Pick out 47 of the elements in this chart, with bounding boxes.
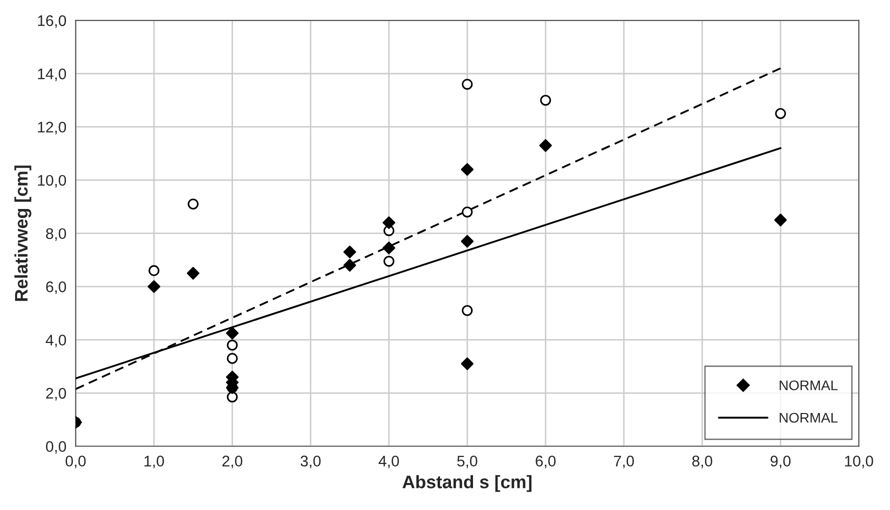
y-tick-label: 14,0 [38, 68, 66, 82]
y-tick-label: 10,0 [38, 174, 66, 188]
point [188, 198, 199, 210]
x-axis-title: Abstand s [cm] [402, 475, 532, 492]
point [460, 163, 474, 176]
point [460, 234, 474, 248]
point [148, 265, 160, 276]
point [462, 78, 473, 90]
y-tick-label: 2,0 [46, 388, 66, 401]
x-tick-label: 0,0 [66, 456, 86, 468]
point [460, 357, 474, 370]
x-tick-label: 2,0 [222, 456, 242, 468]
x-tick-label: 8,0 [692, 456, 712, 468]
point [775, 108, 786, 119]
y-tick-label: 8,0 [46, 228, 66, 241]
legend-label: NORMAL [780, 380, 838, 390]
point [382, 242, 396, 254]
point [226, 352, 238, 364]
point [226, 326, 239, 340]
point [539, 139, 552, 152]
y-tick-label: 4,0 [46, 334, 66, 348]
x-tick-label: 3,0 [300, 456, 321, 468]
y-axis-title: Relativweg [cm] [14, 166, 32, 301]
point [226, 340, 238, 351]
point [226, 392, 238, 402]
point [774, 214, 787, 226]
x-tick-label: 10,0 [845, 456, 874, 468]
x-tick-label: 5,0 [457, 456, 478, 468]
y-tick-label: 16,0 [38, 15, 66, 28]
y-tick-label: 0,0 [46, 441, 66, 454]
point [343, 258, 356, 272]
point [540, 94, 551, 106]
point [462, 206, 473, 218]
point [148, 280, 160, 293]
point [462, 305, 473, 316]
point [382, 216, 396, 229]
x-tick-label: 4,0 [378, 456, 399, 468]
y-tick-label: 12,0 [38, 122, 66, 134]
x-tick-label: 7,0 [614, 456, 634, 468]
point [384, 256, 394, 267]
y-tick-label: 6,0 [46, 281, 66, 294]
x-tick-label: 6,0 [536, 456, 556, 468]
point [343, 246, 356, 258]
legend-label: NORMAL [780, 412, 838, 423]
point [186, 266, 200, 280]
x-tick-label: 1,0 [144, 456, 164, 468]
x-tick-label: 9,0 [770, 456, 791, 468]
